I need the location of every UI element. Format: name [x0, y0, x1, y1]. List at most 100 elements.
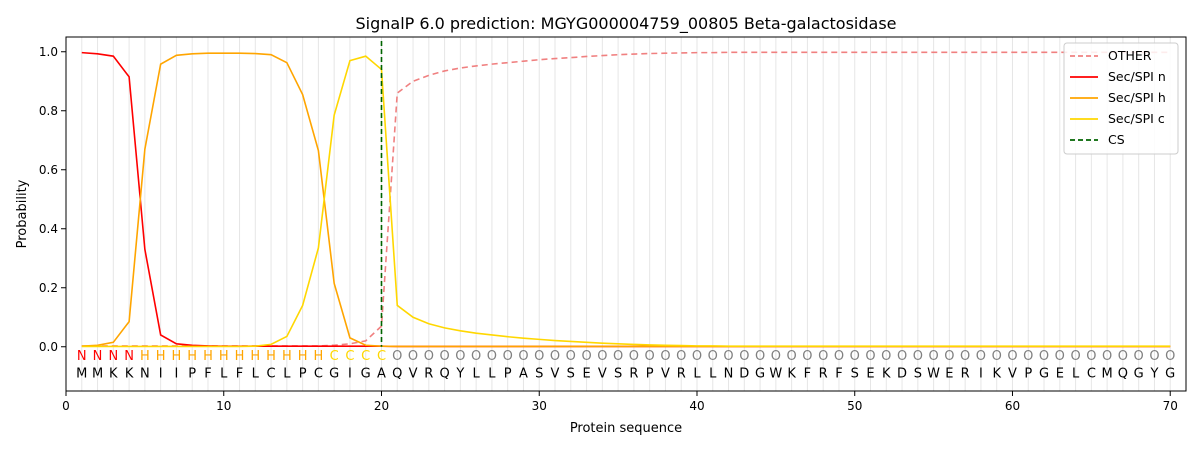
residue-label: P	[188, 367, 196, 382]
legend-label: Sec/SPI h	[1108, 90, 1166, 105]
region-label: O	[1023, 349, 1033, 364]
y-tick-label: 0.6	[39, 163, 58, 177]
region-label: H	[219, 349, 229, 364]
y-tick-label: 0.0	[39, 340, 58, 354]
residue-label: S	[851, 367, 859, 382]
grid-lines	[81, 37, 1171, 391]
region-label: O	[913, 349, 923, 364]
legend-box	[1063, 42, 1179, 155]
region-label: H	[282, 349, 292, 364]
x-axis-label: Protein sequence	[570, 421, 682, 436]
residue-label: K	[882, 367, 891, 382]
region-label: O	[787, 349, 797, 364]
x-tick-label: 50	[847, 399, 862, 413]
residue-label: G	[1134, 367, 1144, 382]
residue-label: K	[109, 367, 118, 382]
region-label: O	[992, 349, 1002, 364]
region-label: O	[550, 349, 560, 364]
region-label: O	[1118, 349, 1128, 364]
y-tick-label: 0.2	[39, 281, 58, 295]
residue-label: A	[519, 367, 528, 382]
series-line-1	[81, 51, 1171, 348]
residue-label: V	[409, 367, 418, 382]
sequence-annotation: NMNMNKNKHNHIHIHPHFHLHFHLHCHLHPHCCGCICGCA…	[76, 349, 1175, 382]
y-axis-ticks: 0.0 0.2 0.4 0.6 0.8 1.0	[39, 45, 66, 354]
region-label: O	[645, 349, 655, 364]
residue-label: Y	[455, 367, 464, 382]
region-label: O	[1055, 349, 1065, 364]
x-axis-ticks: 0 10 20 30 40 50 60 70	[62, 391, 1178, 413]
residue-label: L	[709, 367, 717, 382]
region-label: H	[314, 349, 324, 364]
residue-label: K	[787, 367, 796, 382]
region-label: O	[503, 349, 513, 364]
residue-label: K	[992, 367, 1001, 382]
residue-label: P	[646, 367, 654, 382]
region-label: O	[723, 349, 733, 364]
region-label: O	[976, 349, 986, 364]
residue-label: Q	[1118, 367, 1128, 382]
region-label: H	[187, 349, 197, 364]
residue-label: G	[755, 367, 765, 382]
region-label: O	[660, 349, 670, 364]
residue-label: I	[348, 367, 352, 382]
region-label: O	[944, 349, 954, 364]
residue-label: N	[140, 367, 150, 382]
residue-label: L	[473, 367, 481, 382]
region-label: N	[108, 349, 118, 364]
residue-label: G	[1165, 367, 1175, 382]
residue-label: Q	[439, 367, 449, 382]
residue-label: S	[914, 367, 922, 382]
residue-label: C	[314, 367, 323, 382]
y-tick-label: 0.8	[39, 104, 58, 118]
residue-label: G	[329, 367, 339, 382]
residue-label: R	[424, 367, 433, 382]
residue-label: D	[739, 367, 749, 382]
x-tick-label: 70	[1163, 399, 1178, 413]
residue-label: L	[252, 367, 260, 382]
residue-label: C	[1087, 367, 1096, 382]
series-layer	[81, 51, 1171, 348]
region-label: O	[471, 349, 481, 364]
region-label: O	[597, 349, 607, 364]
region-label: O	[392, 349, 402, 364]
region-label: O	[960, 349, 970, 364]
region-label: O	[771, 349, 781, 364]
region-label: O	[802, 349, 812, 364]
residue-label: G	[1039, 367, 1049, 382]
residue-label: C	[267, 367, 276, 382]
region-label: O	[424, 349, 434, 364]
region-label: O	[439, 349, 449, 364]
region-label: O	[487, 349, 497, 364]
region-label: O	[708, 349, 718, 364]
region-label: O	[1086, 349, 1096, 364]
region-label: O	[834, 349, 844, 364]
region-label: O	[692, 349, 702, 364]
region-label: O	[865, 349, 875, 364]
x-tick-label: 30	[532, 399, 547, 413]
legend-label: CS	[1108, 132, 1125, 147]
residue-label: E	[866, 367, 874, 382]
residue-label: E	[1056, 367, 1064, 382]
residue-label: L	[1072, 367, 1080, 382]
region-label: O	[1039, 349, 1049, 364]
region-label: O	[739, 349, 749, 364]
region-label: O	[518, 349, 528, 364]
legend-label: Sec/SPI n	[1108, 69, 1166, 84]
x-tick-label: 10	[216, 399, 231, 413]
region-label: C	[330, 349, 339, 364]
region-label: O	[850, 349, 860, 364]
plot-frame	[65, 36, 1187, 392]
region-label: O	[1070, 349, 1080, 364]
residue-label: V	[661, 367, 670, 382]
residue-label: L	[220, 367, 228, 382]
residue-label: F	[804, 367, 811, 382]
region-label: H	[172, 349, 182, 364]
residue-label: F	[236, 367, 243, 382]
y-axis-label: Probability	[15, 179, 30, 248]
region-label: H	[203, 349, 213, 364]
series-line-2	[81, 52, 1171, 348]
residue-label: V	[551, 367, 560, 382]
